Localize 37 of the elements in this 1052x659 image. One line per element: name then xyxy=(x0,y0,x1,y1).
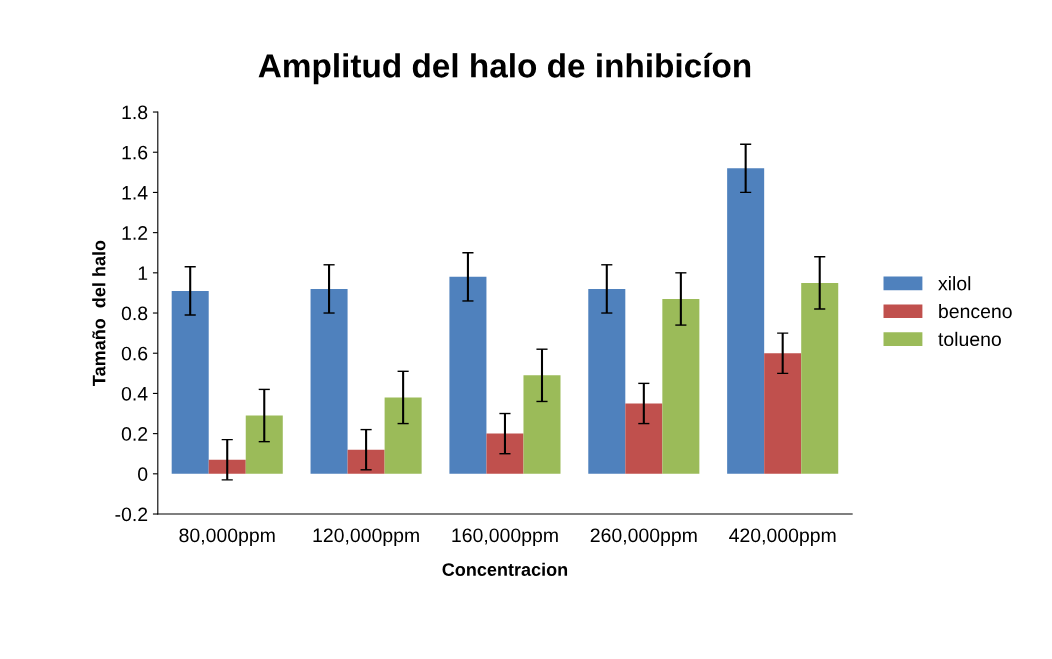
x-tick-label: 420,000ppm xyxy=(729,528,836,547)
y-tick-label: 1.2 xyxy=(122,226,148,240)
x-axis-title: Concentracion xyxy=(442,562,568,576)
bar xyxy=(310,288,348,474)
x-tick-label: 80,000ppm xyxy=(179,528,275,547)
bar xyxy=(727,168,765,474)
legend-label: tolueno xyxy=(938,331,1001,347)
x-tick-label: 260,000ppm xyxy=(590,528,697,547)
chart-title: Amplitud del halo de inhibicíon xyxy=(258,52,751,85)
y-tick-label: 1 xyxy=(138,266,148,280)
bar xyxy=(801,282,839,474)
y-tick-label: 0.6 xyxy=(121,346,148,361)
bar xyxy=(449,276,487,474)
bar xyxy=(625,403,663,474)
y-tick-label: 1.8 xyxy=(122,105,148,120)
bar xyxy=(662,298,700,474)
bar xyxy=(347,449,385,474)
bar xyxy=(764,353,802,474)
x-tick-label: 120,000ppm xyxy=(313,528,419,547)
y-tick-label: 1.6 xyxy=(122,145,148,160)
legend-label: benceno xyxy=(939,303,1012,319)
x-tick-label: 160,000ppm xyxy=(452,528,558,547)
bar xyxy=(171,290,209,474)
y-tick-label: 0.2 xyxy=(121,427,148,441)
bar xyxy=(208,459,246,474)
bar xyxy=(245,415,283,474)
bar xyxy=(486,433,524,474)
y-tick-label: 1.4 xyxy=(122,186,148,200)
bar xyxy=(588,288,626,474)
y-tick-label: 0 xyxy=(138,467,148,482)
y-tick-label: -0.2 xyxy=(115,507,148,522)
legend-label: xilol xyxy=(938,276,971,291)
y-tick-label: 0.8 xyxy=(121,306,148,321)
bar xyxy=(384,397,422,474)
y-axis-title: Tamaño del halo xyxy=(92,240,106,386)
y-tick-label: 0.4 xyxy=(121,386,148,401)
bar xyxy=(523,375,561,474)
